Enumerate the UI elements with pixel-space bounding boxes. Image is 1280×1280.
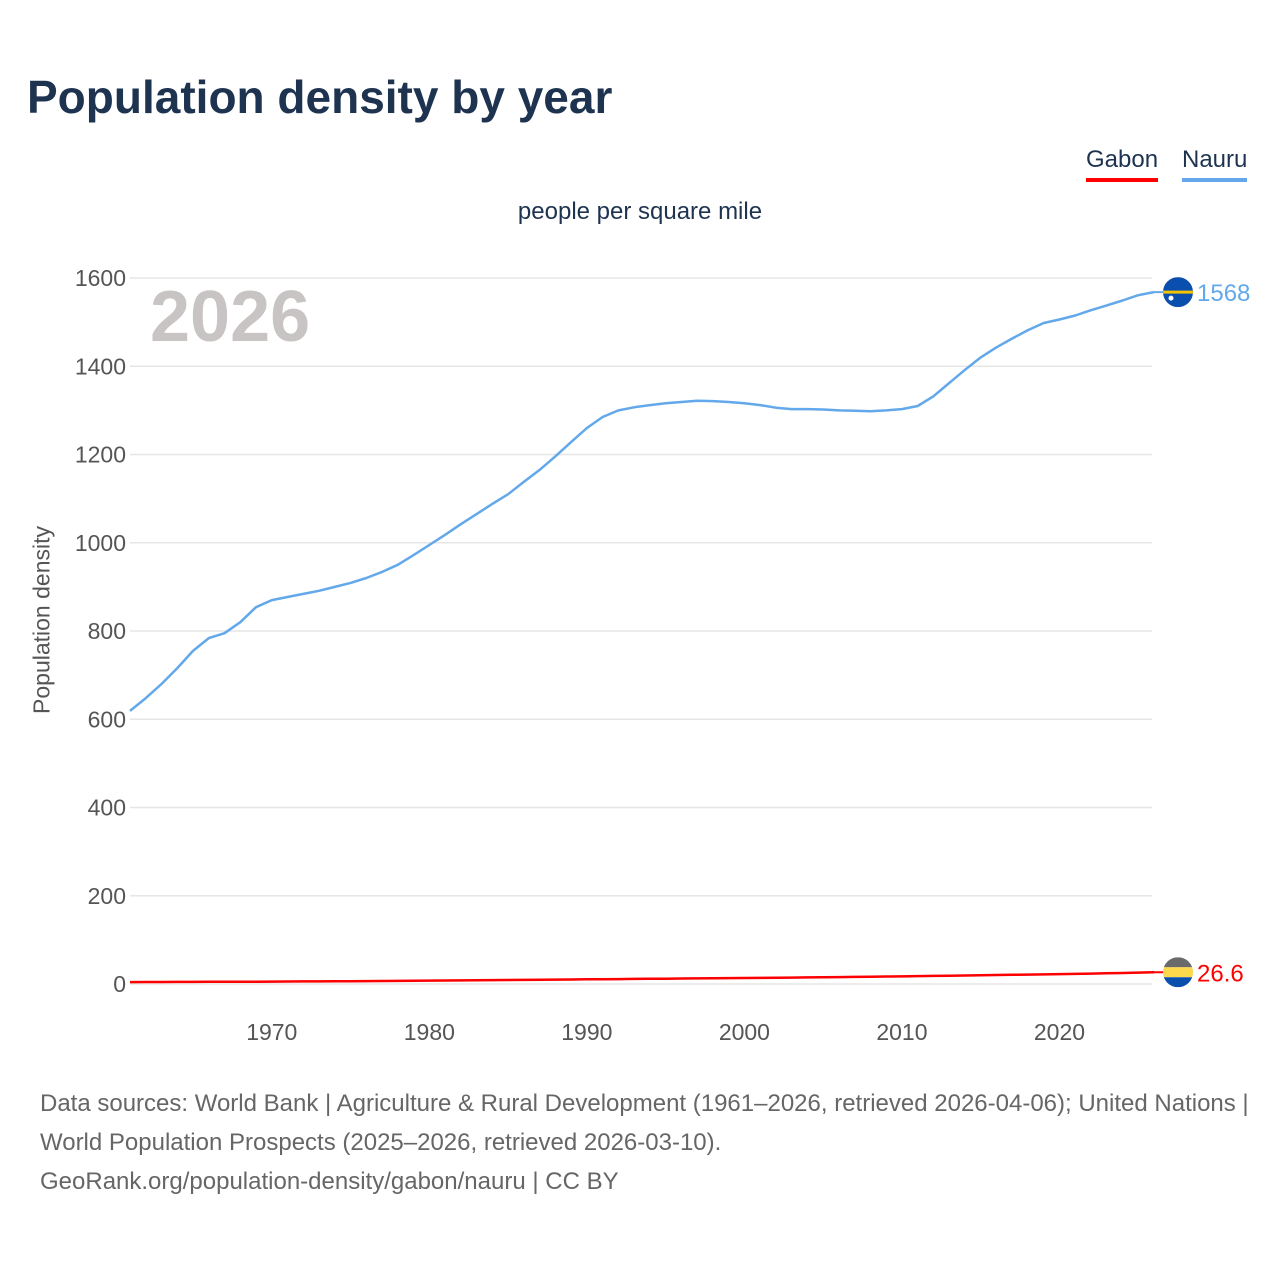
nauru-flag-icon bbox=[1163, 277, 1193, 308]
data-sources: Data sources: World Bank | Agriculture &… bbox=[40, 1090, 1249, 1156]
end-value-label-gabon: 26.6 bbox=[1197, 960, 1244, 987]
y-tick-label: 1400 bbox=[75, 353, 126, 379]
y-tick-label: 400 bbox=[88, 795, 126, 821]
x-tick-label: 2020 bbox=[1034, 1019, 1085, 1045]
x-tick-label: 1990 bbox=[561, 1019, 612, 1045]
legend-item-nauru[interactable]: Nauru bbox=[1182, 146, 1248, 182]
y-tick-label: 1000 bbox=[75, 530, 126, 556]
x-tick-label: 2000 bbox=[719, 1019, 770, 1045]
x-tick-label: 1970 bbox=[246, 1019, 297, 1045]
legend-item-gabon[interactable]: Gabon bbox=[1086, 146, 1159, 182]
y-tick-label: 600 bbox=[88, 706, 126, 732]
y-tick-label: 800 bbox=[88, 618, 126, 644]
chart-title: Population density by year bbox=[27, 71, 613, 123]
chart-subtitle: people per square mile bbox=[517, 198, 763, 225]
footer: Data sources: World Bank | Agriculture &… bbox=[40, 1084, 1250, 1201]
line-chart: 0 200 400 600 800 1000 1200 1400 1600 1970 1980 199… bbox=[75, 265, 1251, 1045]
x-tick-label: 1980 bbox=[404, 1019, 455, 1045]
series-line-nauru[interactable] bbox=[129, 290, 1155, 712]
series-line-gabon[interactable] bbox=[129, 971, 1155, 984]
y-tick-label: 1600 bbox=[75, 265, 126, 291]
y-tick-label: 1200 bbox=[75, 442, 126, 468]
source-link[interactable]: GeoRank.org/population-density/gabon/nau… bbox=[40, 1168, 619, 1195]
end-value-label-nauru: 1568 bbox=[1197, 280, 1250, 307]
y-tick-label: 0 bbox=[113, 971, 126, 997]
year-watermark: 2026 bbox=[150, 277, 310, 357]
x-tick-label: 2010 bbox=[876, 1019, 927, 1045]
gabon-flag-icon bbox=[1163, 957, 1193, 988]
y-tick-label: 200 bbox=[88, 883, 126, 909]
